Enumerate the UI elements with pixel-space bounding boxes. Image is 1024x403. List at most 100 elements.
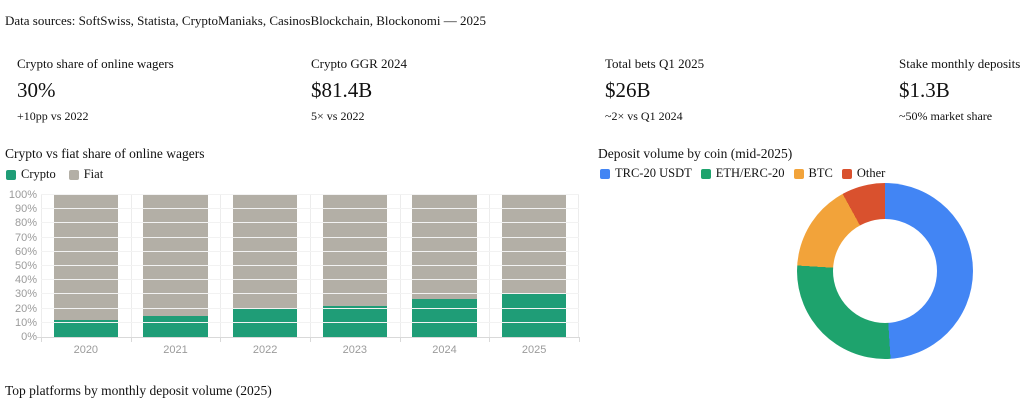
axis-tick <box>130 338 132 342</box>
x-tick-label: 2024 <box>432 344 457 356</box>
y-tick-label: 30% <box>14 288 37 301</box>
horizontal-gridline <box>41 321 579 323</box>
kpi-note: +10pp vs 2022 <box>17 109 89 123</box>
legend-item-crypto: Crypto <box>6 167 56 182</box>
y-tick-label: 60% <box>14 245 37 258</box>
footer-section-title: Top platforms by monthly deposit volume … <box>5 383 272 398</box>
legend-label: TRC-20 USDT <box>615 166 692 180</box>
stacked-bar <box>232 195 298 337</box>
bar-chart-y-axis: 0% 10% 20% 30% 40% 50% 60% 70% 80% 90% 100% <box>0 189 37 343</box>
kpi-value: 30% <box>17 78 56 102</box>
btc-swatch-icon <box>793 168 804 179</box>
horizontal-gridline <box>41 222 579 224</box>
horizontal-gridline <box>41 194 579 195</box>
axis-tick <box>579 338 580 342</box>
axis-tick <box>399 338 401 342</box>
stacked-bar <box>412 195 477 337</box>
other-swatch-icon <box>841 168 852 179</box>
bar-segment-fiat <box>501 195 567 295</box>
x-axis-line <box>37 337 580 338</box>
data-sources-text: Data sources: SoftSwiss, Statista, Crypt… <box>5 13 486 28</box>
y-tick-label: 10% <box>14 316 37 329</box>
vertical-gridline <box>489 195 491 337</box>
kpi-label: Crypto GGR 2024 <box>311 56 408 71</box>
bar-segment-crypto <box>53 319 119 337</box>
y-tick-label: 40% <box>14 274 37 287</box>
horizontal-gridline <box>41 236 579 238</box>
bar-chart-title: Crypto vs fiat share of online wagers <box>5 146 205 161</box>
kpi-crypto-share: Crypto share of online wagers 30% +10pp … <box>17 56 287 124</box>
vertical-gridline <box>130 195 132 337</box>
donut-hole <box>833 219 937 323</box>
x-tick-label: 2022 <box>252 344 278 356</box>
legend-item-trc20: TRC-20 USDT <box>600 166 692 181</box>
x-tick-label: 2020 <box>73 344 99 356</box>
bar-segment-crypto <box>143 315 208 337</box>
fiat-swatch-icon <box>68 169 79 180</box>
kpi-total-bets: Total bets Q1 2025 $26B ~2× vs Q1 2024 <box>605 56 875 124</box>
bar-chart-x-axis: 2020 2021 2022 2023 2024 2025 <box>41 344 579 358</box>
axis-tick <box>41 338 42 342</box>
y-tick-label: 0% <box>21 331 37 343</box>
stacked-bar <box>322 195 388 337</box>
vertical-gridline <box>578 195 579 337</box>
y-tick-label: 100% <box>8 189 37 201</box>
y-tick-label: 20% <box>14 302 37 315</box>
legend-label: ETH/ERC-20 <box>715 166 785 180</box>
legend-item-eth: ETH/ERC-20 <box>700 166 785 181</box>
kpi-value: $1.3B <box>899 78 950 102</box>
donut-chart-legend: TRC-20 USDT ETH/ERC-20 BTC Other <box>600 166 885 181</box>
axis-tick <box>220 338 222 342</box>
bar-segment-fiat <box>322 195 388 306</box>
kpi-value: $81.4B <box>311 78 373 102</box>
vertical-gridline <box>220 195 222 337</box>
kpi-label: Crypto share of online wagers <box>17 56 174 71</box>
donut-chart <box>797 183 973 359</box>
axis-tick <box>310 338 311 342</box>
vertical-gridline <box>310 195 311 337</box>
legend-item-other: Other <box>841 166 886 181</box>
bar-segment-fiat <box>53 195 119 320</box>
kpi-note: ~50% market share <box>899 109 993 123</box>
stacked-bar <box>53 195 119 337</box>
kpi-note: 5× vs 2022 <box>311 109 365 123</box>
legend-label: Other <box>856 166 886 180</box>
y-tick-label: 70% <box>14 231 37 244</box>
vertical-gridline <box>41 195 42 337</box>
x-tick-label: 2025 <box>521 344 547 356</box>
kpi-note: ~2× vs Q1 2024 <box>605 109 683 123</box>
horizontal-gridline <box>41 265 579 266</box>
horizontal-gridline <box>41 307 579 309</box>
kpi-label: Total bets Q1 2025 <box>605 56 705 71</box>
axis-tick <box>489 338 491 342</box>
trc20-swatch-icon <box>600 168 610 179</box>
legend-item-fiat: Fiat <box>68 167 104 182</box>
bar-group-2022 <box>220 195 310 337</box>
legend-item-btc: BTC <box>793 166 833 181</box>
kpi-label: Stake monthly deposits <box>899 56 1021 71</box>
kpi-crypto-ggr: Crypto GGR 2024 $81.4B 5× vs 2022 <box>311 56 581 124</box>
crypto-swatch-icon <box>6 169 16 180</box>
horizontal-gridline <box>41 279 579 281</box>
kpi-stake-deposits: Stake monthly deposits $1.3B ~50% market… <box>899 56 1024 124</box>
bar-group-2021 <box>131 195 221 337</box>
y-tick-label: 80% <box>14 217 37 230</box>
vertical-gridline <box>399 195 401 337</box>
legend-label: Crypto <box>21 167 56 181</box>
bar-segment-crypto <box>412 298 477 337</box>
legend-label: Fiat <box>83 167 104 181</box>
bar-group-2025 <box>489 195 579 337</box>
stacked-bar <box>501 195 567 337</box>
donut-chart-title: Deposit volume by coin (mid-2025) <box>598 146 793 161</box>
x-tick-label: 2023 <box>342 344 368 356</box>
bar-segment-crypto <box>322 305 388 337</box>
kpi-value: $26B <box>605 78 651 102</box>
eth-swatch-icon <box>700 168 711 179</box>
stacked-bar <box>143 195 208 337</box>
bar-chart-legend: Crypto Fiat <box>6 167 103 182</box>
horizontal-gridline <box>41 250 579 252</box>
x-tick-label: 2021 <box>163 344 188 356</box>
bar-chart-plot <box>41 194 579 337</box>
bar-segment-crypto <box>501 294 567 337</box>
legend-label: BTC <box>808 166 833 180</box>
